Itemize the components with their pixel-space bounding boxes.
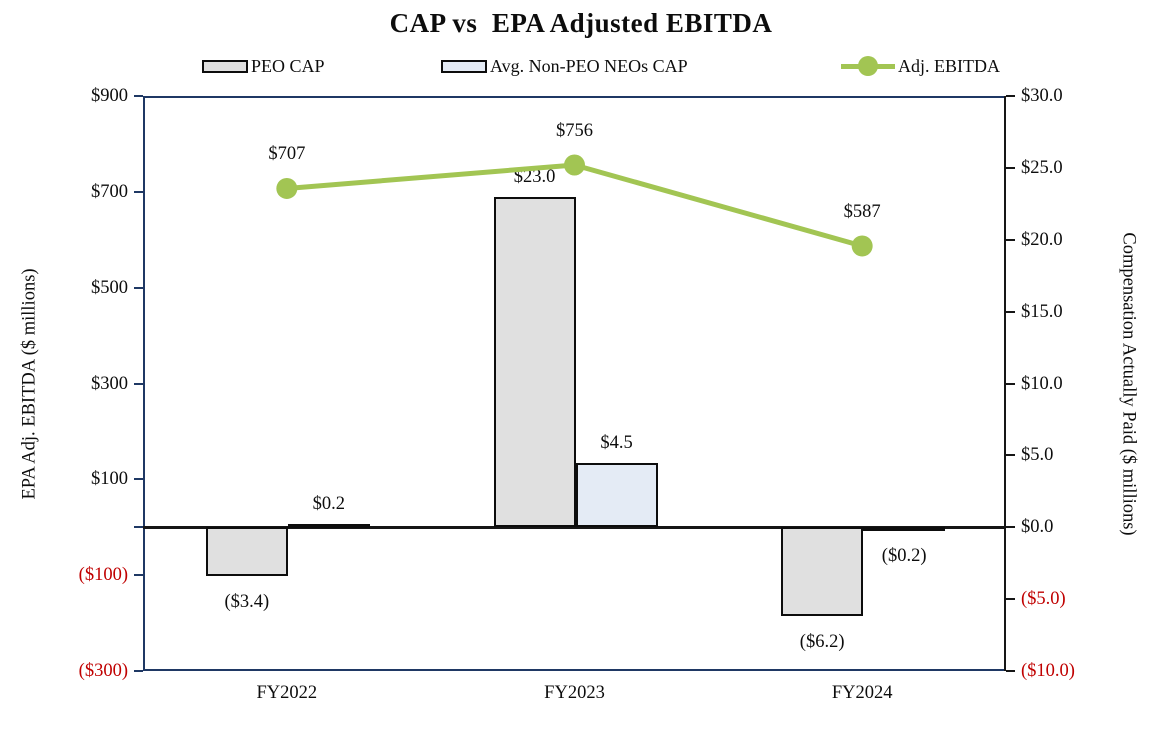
- left-axis-tick-label: $900: [91, 86, 128, 106]
- right-axis-tick-label: $5.0: [1021, 445, 1054, 466]
- left-axis-tick-label: $700: [91, 181, 128, 202]
- legend-item-adj-ebitda: Adj. EBITDA: [841, 55, 1000, 77]
- bar-value-label: $23.0: [513, 166, 556, 187]
- left-axis-tick-label: ($100): [78, 565, 128, 586]
- left-axis-tick: [134, 190, 143, 193]
- bar-peo-cap-fy2022: [205, 527, 288, 577]
- right-axis-line: [1004, 96, 1006, 671]
- right-axis-tick-label: $0.0: [1021, 517, 1054, 538]
- legend-label-adj-ebitda: Adj. EBITDA: [898, 55, 1000, 76]
- legend-item-nonpeo-cap: Avg. Non-PEO NEOs CAP: [441, 55, 688, 77]
- right-axis-tick: [1006, 310, 1015, 313]
- bar-value-label: $0.2: [312, 494, 346, 515]
- right-axis-tick-label: $20.0: [1021, 229, 1063, 250]
- category-label-fy2024: FY2024: [831, 683, 893, 703]
- bar-avg-non-peo-neos-cap-fy2024: [863, 527, 946, 532]
- right-axis-tick: [1006, 454, 1015, 457]
- legend-label-peo-cap: PEO CAP: [251, 55, 325, 76]
- line-value-label: $707: [268, 144, 306, 165]
- chart-title: CAP vs EPA Adjusted EBITDA: [389, 8, 773, 38]
- left-axis-tick: [134, 382, 143, 385]
- bar-avg-non-peo-neos-cap-fy2022: [287, 524, 370, 529]
- line-value-label: $756: [556, 121, 593, 141]
- legend-item-peo-cap: PEO CAP: [202, 55, 325, 77]
- left-axis-tick: [134, 526, 143, 529]
- adj-ebitda-line-marker-icon: [841, 55, 895, 77]
- right-axis-tick-label: ($10.0): [1021, 661, 1075, 681]
- peo-cap-swatch-icon: [202, 59, 248, 73]
- left-axis-title: EPA Adj. EBITDA ($ millions): [19, 268, 40, 500]
- left-axis-tick: [134, 95, 143, 97]
- right-axis-tick-label: $25.0: [1021, 157, 1063, 178]
- bar-peo-cap-fy2024: [781, 527, 864, 617]
- right-axis-tick-label: ($5.0): [1021, 589, 1066, 610]
- bar-peo-cap-fy2023: [493, 196, 576, 528]
- right-axis-tick: [1006, 598, 1015, 601]
- left-axis-tick-label: $300: [91, 373, 128, 394]
- right-axis-tick: [1006, 95, 1015, 97]
- bar-value-label: ($6.2): [799, 632, 845, 653]
- left-axis-tick-label: $500: [91, 277, 128, 298]
- zero-baseline: [143, 525, 1006, 529]
- left-axis-tick-label: ($300): [78, 661, 128, 681]
- bar-avg-non-peo-neos-cap-fy2023: [575, 462, 658, 528]
- right-axis-tick: [1006, 670, 1015, 672]
- right-axis-tick: [1006, 166, 1015, 169]
- right-axis-tick-label: $15.0: [1021, 301, 1063, 322]
- right-axis-title: Compensation Actually Paid ($ millions): [1118, 232, 1139, 536]
- left-axis-tick: [134, 286, 143, 289]
- left-axis-tick-label: $100: [91, 469, 128, 490]
- right-axis-tick: [1006, 526, 1015, 529]
- right-axis-tick: [1006, 382, 1015, 385]
- right-axis-tick-label: $30.0: [1021, 86, 1063, 106]
- category-label-fy2022: FY2022: [256, 683, 318, 703]
- right-axis-tick-label: $10.0: [1021, 373, 1063, 394]
- bar-value-label: ($0.2): [881, 546, 927, 567]
- bar-value-label: $4.5: [600, 432, 633, 453]
- bar-value-label: ($3.4): [224, 592, 270, 613]
- left-axis-tick: [134, 574, 143, 577]
- right-axis-tick: [1006, 238, 1015, 241]
- left-axis-tick: [134, 670, 143, 672]
- category-label-fy2023: FY2023: [544, 683, 605, 703]
- line-value-label: $587: [843, 201, 881, 222]
- left-axis-tick: [134, 478, 143, 481]
- legend-label-nonpeo-cap: Avg. Non-PEO NEOs CAP: [490, 55, 688, 76]
- nonpeo-cap-swatch-icon: [441, 59, 487, 73]
